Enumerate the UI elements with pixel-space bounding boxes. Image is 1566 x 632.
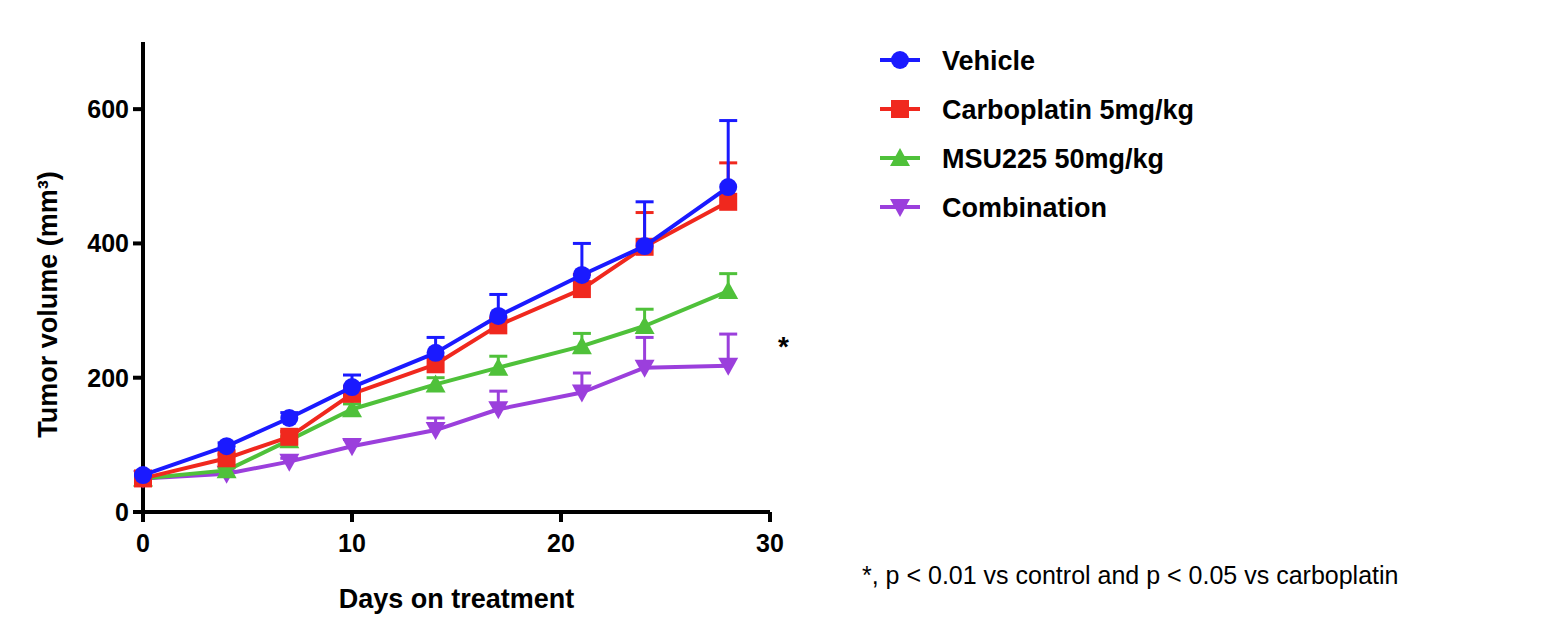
x-tick-label: 20 <box>547 529 575 557</box>
x-tick-label: 10 <box>338 529 366 557</box>
point <box>279 454 299 472</box>
legend-entry: MSU225 50mg/kg <box>880 144 1164 174</box>
error-bar-stem <box>727 121 730 187</box>
y-tick <box>133 376 143 380</box>
y-tick-label: 200 <box>87 364 129 392</box>
series-line <box>143 366 728 479</box>
error-bar-cap <box>489 355 507 358</box>
error-bar-cap <box>489 293 507 296</box>
point <box>636 238 654 256</box>
error-bar-cap <box>636 200 654 203</box>
legend-label: Carboplatin 5mg/kg <box>942 95 1194 125</box>
point <box>488 358 508 376</box>
point <box>426 374 446 392</box>
error-bar-cap <box>343 374 361 377</box>
point <box>426 422 446 440</box>
point <box>488 401 508 419</box>
series <box>133 334 738 488</box>
legend-marker <box>890 199 910 217</box>
error-bar-cap <box>636 336 654 339</box>
series-line <box>143 187 728 475</box>
point <box>573 266 591 284</box>
point <box>572 384 592 402</box>
x-tick <box>559 512 563 522</box>
point <box>718 281 738 299</box>
error-bar <box>719 121 737 187</box>
error-bar-cap <box>427 417 445 420</box>
series-line <box>143 291 728 478</box>
error-bar-cap <box>427 336 445 339</box>
legend-marker <box>891 51 909 69</box>
series <box>133 274 738 487</box>
error-bar-cap <box>636 308 654 311</box>
x-tick <box>350 512 354 522</box>
point <box>719 178 737 196</box>
error-bar-cap <box>573 332 591 335</box>
y-tick <box>133 107 143 111</box>
legend-marker <box>891 100 909 118</box>
x-tick <box>141 512 145 522</box>
chart: 0 200 400 600 0 10 20 30 Days on treatment Tumor … <box>0 0 1566 632</box>
error-bar-cap <box>573 242 591 245</box>
point <box>280 428 298 446</box>
footnote: *, p < 0.01 vs control and p < 0.05 vs c… <box>862 561 1398 589</box>
point <box>489 307 507 325</box>
y-axis <box>141 42 145 512</box>
error-bar-cap <box>489 390 507 393</box>
point <box>280 409 298 427</box>
point <box>718 358 738 376</box>
point <box>636 237 654 255</box>
point <box>343 378 361 396</box>
series <box>134 163 737 488</box>
legend-label: Combination <box>942 193 1107 223</box>
point <box>342 438 362 456</box>
x-tick-label: 30 <box>756 529 784 557</box>
point <box>427 344 445 362</box>
x-axis-label: Days on treatment <box>339 584 575 614</box>
x-tick <box>768 512 772 522</box>
point <box>635 316 655 334</box>
point <box>635 360 655 378</box>
y-tick-label: 600 <box>87 95 129 123</box>
error-bar-cap <box>719 333 737 336</box>
y-tick-label: 0 <box>115 498 129 526</box>
y-tick-label: 400 <box>87 229 129 257</box>
legend-entry: Combination <box>880 193 1107 223</box>
y-axis-label: Tumor volume (mm³) <box>33 171 63 438</box>
legend-entry: Carboplatin 5mg/kg <box>880 95 1194 125</box>
error-bar-cap <box>573 372 591 375</box>
point <box>218 437 236 455</box>
error-bar-cap <box>719 119 737 122</box>
error-bar-cap <box>719 272 737 275</box>
x-axis <box>141 510 770 514</box>
plot-area <box>133 121 738 489</box>
legend-entry: Vehicle <box>880 46 1035 76</box>
point <box>572 336 592 354</box>
point <box>134 466 152 484</box>
legend-marker <box>890 148 910 166</box>
legend-label: Vehicle <box>942 46 1035 76</box>
x-tick-label: 0 <box>136 529 150 557</box>
y-tick <box>133 241 143 245</box>
series-line <box>143 202 728 479</box>
legend-label: MSU225 50mg/kg <box>942 144 1164 174</box>
series <box>134 121 737 485</box>
significance-mark: * <box>778 331 789 362</box>
